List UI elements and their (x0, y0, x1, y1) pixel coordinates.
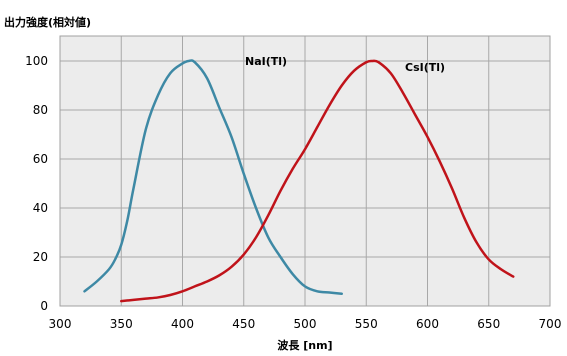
y-tick-label: 0 (40, 299, 48, 313)
x-tick-label: 450 (232, 317, 255, 331)
x-tick-label: 500 (294, 317, 317, 331)
series-label-nai: NaI(Tl) (245, 55, 287, 68)
x-tick-label: 550 (355, 317, 378, 331)
y-tick-label: 60 (33, 152, 48, 166)
x-tick-label: 400 (171, 317, 194, 331)
x-tick-label: 300 (49, 317, 72, 331)
y-tick-label: 100 (25, 54, 48, 68)
y-tick-label: 20 (33, 250, 48, 264)
plot-border (59, 35, 551, 307)
x-tick-label: 650 (477, 317, 500, 331)
x-tick-label: 600 (416, 317, 439, 331)
series-line-csi (120, 59, 515, 303)
x-axis-title: 波長 [nm] (277, 338, 332, 352)
x-axis-ticks: 300 350 400 450 500 550 600 650 700 (49, 317, 562, 331)
y-tick-label: 80 (33, 103, 48, 117)
y-tick-label: 40 (33, 201, 48, 215)
y-axis-ticks: 0 20 40 60 80 100 (25, 54, 48, 313)
x-tick-label: 350 (110, 317, 133, 331)
x-tick-label: 700 (539, 317, 562, 331)
series-lines (83, 59, 515, 303)
series-line-nai (83, 59, 343, 295)
series-label-csi: CsI(Tl) (405, 61, 445, 74)
y-axis-title: 出力強度(相対値) (4, 15, 91, 29)
